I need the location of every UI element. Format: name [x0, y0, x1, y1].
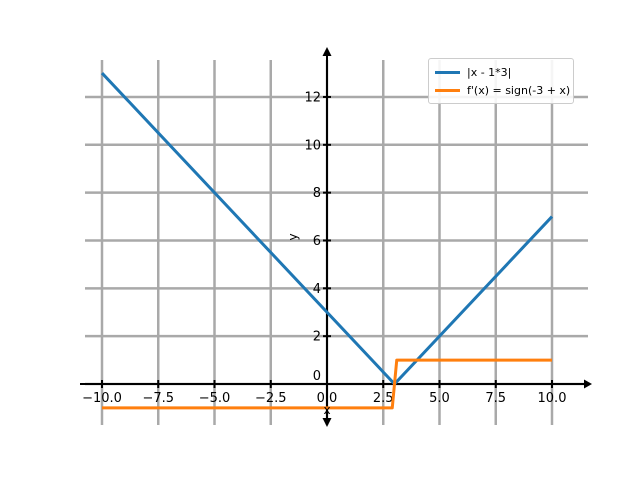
x-tick-label: −7.5	[142, 391, 174, 406]
legend-label-series0: |x - 1*3|	[467, 65, 512, 79]
x-axis-arrow-right	[584, 379, 592, 389]
y-tick-label: 8	[313, 186, 321, 201]
legend-label-series1: f'(x) = sign(-3 + x)	[467, 83, 571, 97]
legend: |x - 1*3| f'(x) = sign(-3 + x)	[428, 58, 574, 104]
y-axis-arrow-up	[322, 47, 332, 56]
x-tick-label: 5.0	[429, 391, 450, 406]
y-tick-label: 4	[313, 282, 321, 297]
y-tick-label: 12	[304, 90, 321, 105]
x-tick-label: −5.0	[199, 391, 231, 406]
y-axis-arrow-down	[322, 418, 332, 427]
x-tick-label: 2.5	[373, 391, 394, 406]
x-tick-label: 7.5	[485, 391, 506, 406]
y-tick-label: 6	[313, 234, 321, 249]
legend-line-swatch-series0	[435, 70, 460, 74]
y-tick-label: 2	[313, 330, 321, 345]
x-tick-label: −10.0	[82, 391, 122, 406]
x-tick-label: 10.0	[538, 391, 567, 406]
x-axis-label: x	[323, 403, 330, 417]
legend-entry: f'(x) = sign(-3 + x)	[435, 81, 571, 99]
y-axis-label: y	[286, 233, 300, 240]
x-tick-label: −2.5	[255, 391, 287, 406]
series-line-1	[102, 358, 552, 410]
y-tick-label: 10	[304, 138, 321, 153]
legend-line-swatch-series1	[435, 88, 460, 92]
y-tick-label: 0	[313, 369, 321, 384]
legend-entry: |x - 1*3|	[435, 63, 567, 81]
